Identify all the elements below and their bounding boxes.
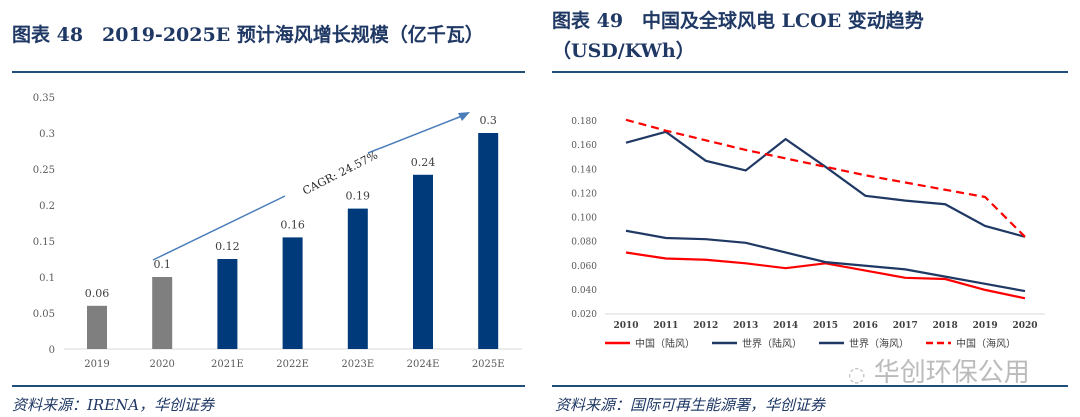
bar bbox=[478, 133, 499, 349]
legend-label: 中国（海风） bbox=[956, 337, 1016, 350]
left-chart-title: 图表 48 2019-2025E 预计海风增长规模（亿千瓦） bbox=[12, 24, 484, 46]
line-x-tick: 2016 bbox=[853, 321, 878, 331]
line-x-tick: 2012 bbox=[693, 321, 718, 331]
line-series bbox=[625, 251, 1026, 300]
bar-y-tick: 0.35 bbox=[33, 93, 55, 104]
bar-data-label: 0.1 bbox=[153, 258, 171, 271]
bar bbox=[413, 174, 433, 349]
watermark: ◌ 华创环保公用 bbox=[848, 352, 1030, 389]
watermark-text: 华创环保公用 bbox=[873, 358, 1030, 388]
bar-y-tick: 0.25 bbox=[33, 165, 55, 176]
cagr-arrow-shaft bbox=[367, 115, 463, 154]
right-title-divider bbox=[552, 71, 1068, 73]
line-x-tick: 2013 bbox=[733, 321, 758, 331]
bar-data-label: 0.3 bbox=[479, 114, 497, 127]
line-x-tick: 2011 bbox=[653, 321, 678, 331]
bar-x-tick: 2021E bbox=[211, 359, 244, 370]
line-y-tick: 0.160 bbox=[571, 141, 597, 151]
bar bbox=[217, 259, 238, 349]
bar bbox=[87, 305, 107, 349]
bar-y-tick: 0.05 bbox=[33, 309, 55, 320]
right-chart-title-unit: （USD/KWh） bbox=[552, 40, 695, 62]
bar-y-tick: 0.15 bbox=[33, 237, 55, 248]
bar-x-tick: 2022E bbox=[276, 359, 309, 370]
bar-data-label: 0.24 bbox=[411, 156, 436, 169]
line-y-tick: 0.060 bbox=[571, 262, 597, 272]
line-x-tick: 2020 bbox=[1012, 321, 1037, 331]
bar bbox=[282, 237, 303, 349]
line-x-tick: 2018 bbox=[933, 321, 958, 331]
line-series bbox=[625, 118, 1026, 238]
cagr-arrow-tail bbox=[152, 195, 286, 261]
legend-label: 中国（陆风） bbox=[635, 337, 695, 350]
bar-y-tick: 0.2 bbox=[39, 201, 55, 212]
right-source: 资料来源：国际可再生能源署，华创证券 bbox=[555, 396, 826, 414]
wechat-icon: ◌ bbox=[848, 362, 866, 386]
bar bbox=[347, 208, 368, 349]
bar bbox=[152, 277, 173, 349]
line-x-tick: 2015 bbox=[813, 321, 838, 331]
bar-x-tick: 2020 bbox=[149, 359, 174, 370]
line-series bbox=[625, 229, 1026, 293]
line-x-tick: 2010 bbox=[613, 321, 638, 331]
line-y-tick: 0.140 bbox=[571, 165, 597, 175]
bar-data-label: 0.19 bbox=[346, 190, 371, 203]
bar-y-tick: 0.3 bbox=[39, 129, 55, 140]
left-source: 资料来源：IRENA，华创证券 bbox=[12, 396, 215, 414]
line-x-tick: 2017 bbox=[893, 321, 918, 331]
bar-data-label: 0.12 bbox=[215, 240, 240, 253]
bar-y-tick: 0.1 bbox=[39, 273, 55, 284]
left-title-divider bbox=[12, 71, 525, 73]
line-x-tick: 2019 bbox=[973, 321, 998, 331]
legend-label: 世界（陆风） bbox=[742, 337, 802, 350]
line-y-tick: 0.040 bbox=[571, 286, 597, 296]
cagr-arrowhead bbox=[458, 112, 470, 121]
line-y-tick: 0.100 bbox=[571, 214, 597, 224]
line-series bbox=[625, 130, 1026, 238]
line-y-tick: 0.120 bbox=[571, 189, 597, 199]
bar-x-tick: 2025E bbox=[472, 359, 505, 370]
bar-x-tick: 2019 bbox=[84, 359, 109, 370]
right-chart-title: 图表 49 中国及全球风电 LCOE 变动趋势 bbox=[552, 10, 924, 32]
left-source-divider bbox=[12, 385, 525, 387]
line-y-tick: 0.080 bbox=[571, 238, 597, 248]
right-source-divider bbox=[552, 385, 1068, 387]
bar-data-label: 0.06 bbox=[85, 287, 110, 300]
line-y-tick: 0.020 bbox=[571, 310, 597, 320]
bar-x-tick: 2024E bbox=[407, 359, 440, 370]
legend-label: 世界（海风） bbox=[849, 337, 909, 350]
bar-x-tick: 2023E bbox=[341, 359, 374, 370]
line-x-tick: 2014 bbox=[773, 321, 798, 331]
line-y-tick: 0.180 bbox=[571, 117, 597, 127]
bar-y-tick: 0 bbox=[49, 345, 55, 356]
bar-data-label: 0.16 bbox=[280, 218, 305, 231]
